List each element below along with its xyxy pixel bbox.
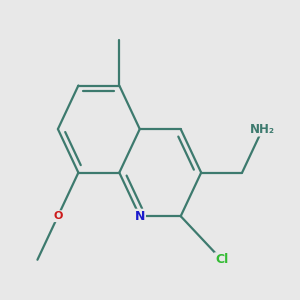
Text: N: N xyxy=(135,210,145,223)
Text: NH₂: NH₂ xyxy=(250,123,275,136)
Text: O: O xyxy=(53,211,63,221)
Text: Cl: Cl xyxy=(215,253,228,266)
